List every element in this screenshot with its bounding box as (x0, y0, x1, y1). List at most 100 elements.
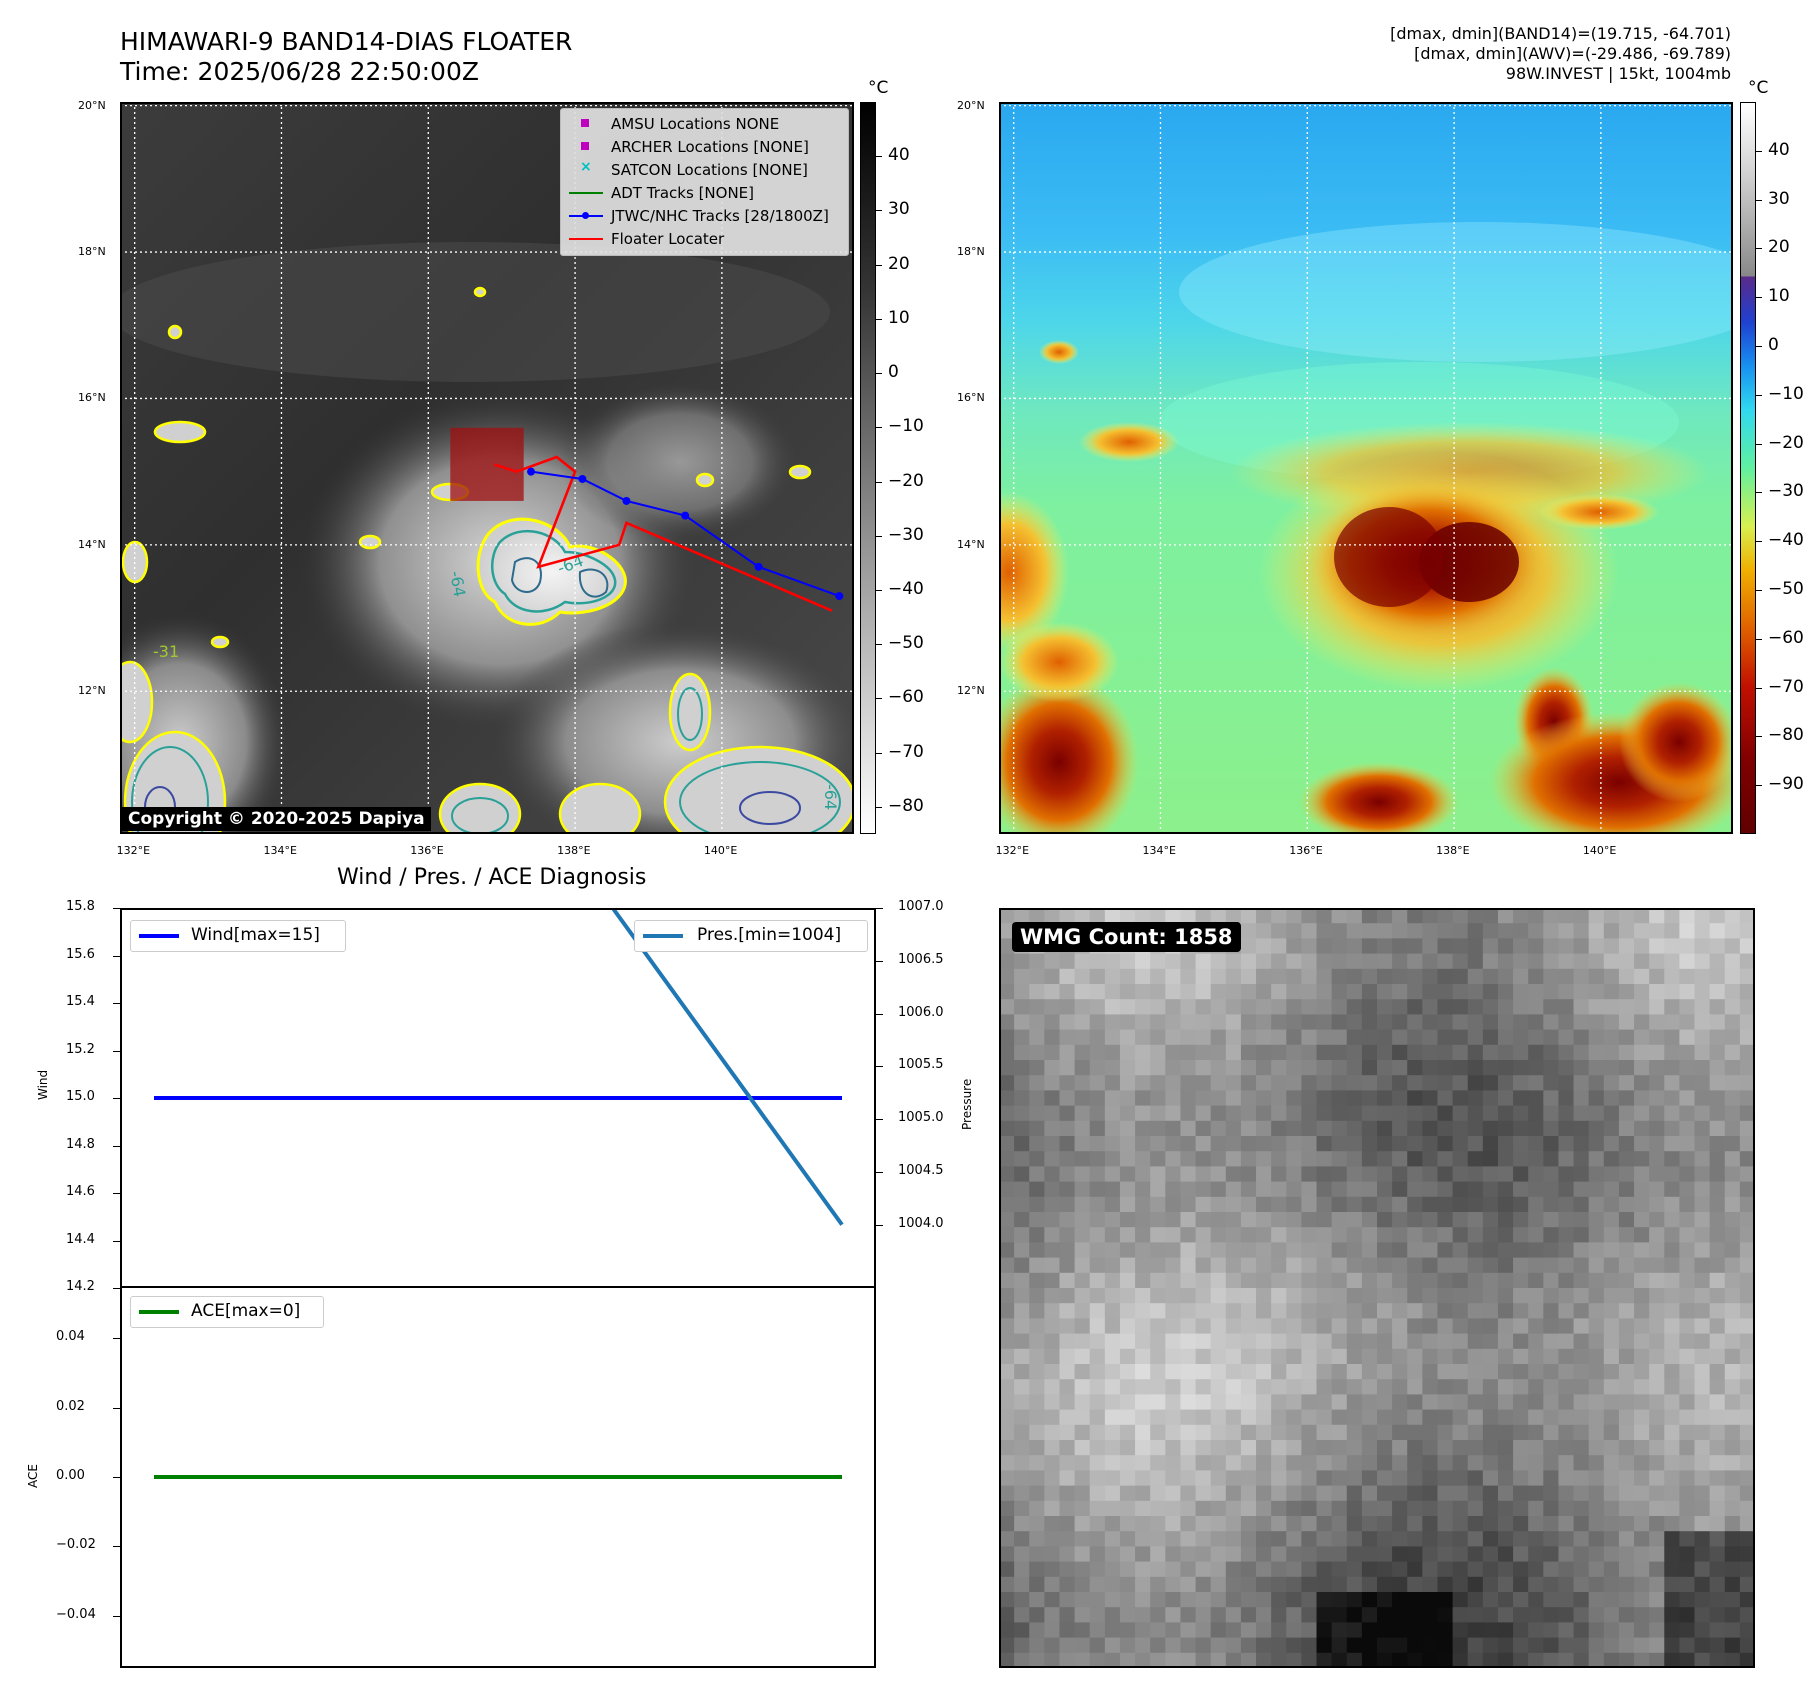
wmg-cell (1452, 938, 1469, 955)
wmg-cell (1346, 1364, 1363, 1380)
wmg-cell (1528, 1500, 1544, 1517)
wmg-cell (1513, 1516, 1529, 1532)
wmg-cell (1316, 1379, 1333, 1395)
wmg-cell (1392, 1242, 1408, 1259)
wmg-cell (1377, 1075, 1393, 1091)
wmg-cell (1361, 1440, 1378, 1456)
wmg-cell (1573, 1181, 1590, 1198)
wmg-cell (1135, 1029, 1151, 1046)
wmg-cell (1649, 1394, 1665, 1411)
wmg-cell (1437, 1379, 1454, 1395)
wmg-cell (1331, 1272, 1348, 1289)
wmg-cell (1497, 1151, 1514, 1167)
wmg-cell (1482, 1455, 1499, 1471)
legend-label: Floater Locater (611, 230, 725, 248)
wmg-cell (1316, 938, 1333, 955)
wmg-cell (1664, 1424, 1680, 1441)
wmg-cell (1679, 923, 1696, 939)
wmg-cell (1346, 1394, 1363, 1411)
wmg-cell (1452, 1288, 1469, 1304)
wmg-cell (1739, 1303, 1756, 1319)
wind-legend-label: Wind[max=15] (191, 925, 320, 945)
wmg-cell (1497, 1440, 1514, 1456)
wmg-cell (1407, 1318, 1423, 1335)
wmg-cell (1679, 1303, 1696, 1319)
wmg-cell (1195, 1272, 1212, 1289)
wmg-cell (1603, 1151, 1620, 1167)
wmg-cell (1377, 938, 1393, 955)
wmg-cell (1104, 1485, 1121, 1502)
pressure-tick-label: 1006.5 (898, 951, 944, 967)
wmg-cell (1649, 968, 1665, 985)
wmg-cell (1528, 1075, 1544, 1091)
wmg-cell (1180, 1014, 1197, 1031)
wmg-cell (1301, 1318, 1318, 1335)
wmg-cell (1377, 1044, 1393, 1061)
wmg-cell (1331, 999, 1348, 1015)
wmg-cell (1150, 953, 1166, 970)
wmg-cell (1709, 1500, 1726, 1517)
wmg-cell (1634, 1394, 1650, 1411)
wmg-cell (1316, 1136, 1333, 1152)
wmg-cell (1331, 1485, 1348, 1502)
wmg-cell (1649, 1242, 1665, 1259)
wmg-cell (1422, 968, 1438, 985)
wmg-cell (1104, 1272, 1121, 1289)
wmg-cell (1210, 1014, 1227, 1031)
wmg-cell (1392, 1090, 1408, 1107)
wmg-cell (1482, 1409, 1499, 1426)
wmg-cell (1135, 1379, 1151, 1395)
wmg-cell (1618, 1455, 1635, 1471)
wmg-cell (1059, 1060, 1076, 1076)
jtwc-track-point (835, 592, 844, 601)
wmg-cell (1029, 1409, 1045, 1426)
wmg-cell (1603, 1212, 1620, 1228)
wmg-cell (1165, 1379, 1181, 1395)
wmg-cell (1482, 1318, 1499, 1335)
wmg-cell (1210, 953, 1227, 970)
wmg-cell (1543, 1500, 1559, 1517)
wmg-cell (1346, 1409, 1363, 1426)
wmg-cell (1603, 1531, 1620, 1547)
colorbar-tick-mark (1756, 736, 1762, 738)
wmg-cell (1603, 1318, 1620, 1335)
wmg-cell (1528, 1455, 1544, 1471)
wmg-cell (1301, 953, 1318, 970)
wmg-cell (1694, 1288, 1711, 1304)
wmg-cell (1286, 1105, 1302, 1122)
wmg-cell (1346, 1288, 1363, 1304)
wmg-cell (1074, 1044, 1091, 1061)
wmg-cell (1346, 1136, 1363, 1152)
wmg-cell (1346, 1303, 1363, 1319)
wmg-cell (1377, 1500, 1393, 1517)
line-marker-icon (569, 238, 603, 240)
wmg-cell (1437, 1044, 1454, 1061)
wmg-cell (1497, 1060, 1514, 1076)
wmg-cell (1392, 1105, 1408, 1122)
wmg-cell (1739, 1212, 1756, 1228)
wmg-cell (1588, 1136, 1605, 1152)
wmg-cell (1104, 1060, 1121, 1076)
wmg-cell (1119, 1485, 1136, 1502)
wmg-cell (1679, 1060, 1696, 1076)
wmg-cell (1543, 1029, 1559, 1046)
wmg-cell (1180, 1394, 1197, 1411)
wmg-cell (1392, 1272, 1408, 1289)
wmg-cell (1618, 1120, 1635, 1137)
wmg-cell (1240, 1364, 1257, 1380)
wmg-cell (1119, 1090, 1136, 1107)
wmg-cell (1029, 1364, 1045, 1380)
wmg-cell (1618, 1531, 1635, 1547)
wmg-cell (1573, 999, 1590, 1015)
wmg-cell (1452, 1212, 1469, 1228)
wmg-cell (1074, 999, 1091, 1015)
wmg-cell (1135, 1227, 1151, 1243)
wmg-cell (1044, 1181, 1060, 1198)
wind-tick-label: 14.2 (66, 1279, 95, 1294)
wmg-cell (1634, 968, 1650, 985)
wmg-cell (1513, 1242, 1529, 1259)
wmg-cell (1377, 1196, 1393, 1213)
wmg-cell (1286, 1379, 1302, 1395)
wmg-cell (1165, 1120, 1181, 1137)
wmg-cell (1074, 1455, 1091, 1471)
